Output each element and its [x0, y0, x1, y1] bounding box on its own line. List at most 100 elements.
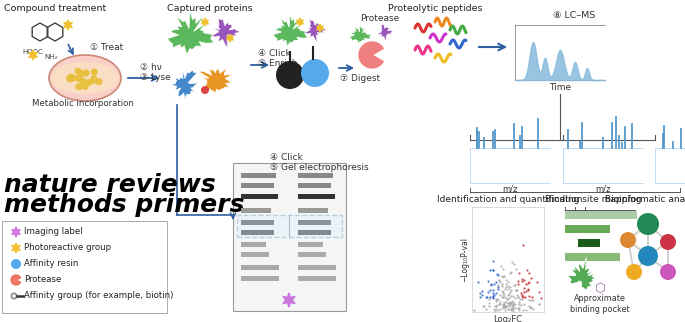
Point — [501, 296, 512, 301]
Point — [508, 282, 519, 287]
Point — [519, 285, 530, 290]
Point — [499, 303, 510, 308]
Point — [506, 305, 517, 310]
Point — [510, 295, 521, 300]
Point — [517, 243, 528, 248]
Point — [501, 281, 512, 287]
Point — [534, 301, 545, 307]
Point — [497, 304, 508, 309]
Point — [517, 294, 528, 299]
Point — [480, 294, 491, 299]
Point — [503, 295, 514, 300]
Text: ③ Lyse: ③ Lyse — [140, 72, 171, 81]
Point — [478, 303, 489, 308]
Point — [499, 273, 510, 279]
Point — [499, 286, 510, 291]
Polygon shape — [349, 24, 372, 44]
Point — [482, 279, 493, 284]
Point — [520, 281, 531, 287]
Circle shape — [92, 69, 97, 75]
Point — [506, 302, 517, 307]
Point — [476, 289, 487, 294]
Polygon shape — [227, 34, 234, 42]
Point — [507, 298, 518, 304]
Point — [506, 260, 517, 265]
Point — [524, 305, 535, 310]
Point — [501, 278, 512, 283]
Point — [502, 302, 513, 308]
Bar — [298, 173, 333, 177]
Polygon shape — [12, 227, 21, 237]
Text: HOOC: HOOC — [22, 49, 42, 55]
Bar — [298, 251, 326, 257]
Point — [494, 278, 505, 283]
Point — [505, 271, 516, 276]
Text: Imaging label: Imaging label — [24, 228, 83, 236]
Polygon shape — [283, 293, 295, 307]
Point — [508, 299, 519, 305]
Text: Log₂FC: Log₂FC — [493, 315, 523, 322]
Bar — [241, 242, 266, 247]
Point — [505, 288, 516, 293]
Point — [484, 300, 495, 305]
Text: m/z: m/z — [595, 185, 611, 194]
Text: Proteolytic peptides: Proteolytic peptides — [388, 4, 482, 13]
Point — [503, 293, 514, 298]
Circle shape — [79, 71, 84, 76]
Point — [506, 300, 516, 305]
Point — [523, 287, 534, 292]
Wedge shape — [11, 275, 21, 285]
Point — [516, 279, 527, 284]
Polygon shape — [211, 18, 240, 48]
Point — [519, 290, 530, 295]
Bar — [565, 253, 620, 261]
Ellipse shape — [51, 62, 119, 94]
Bar — [241, 220, 274, 224]
Point — [486, 282, 497, 287]
Point — [502, 306, 513, 311]
Point — [485, 294, 496, 299]
Circle shape — [638, 246, 658, 266]
Point — [474, 294, 485, 299]
Point — [503, 300, 514, 305]
Point — [493, 272, 503, 277]
Point — [516, 277, 527, 282]
Point — [523, 297, 534, 302]
Text: Affinity group (for example, biotin): Affinity group (for example, biotin) — [24, 291, 173, 300]
Point — [522, 280, 533, 285]
Point — [509, 282, 520, 287]
Circle shape — [10, 292, 18, 299]
Wedge shape — [359, 42, 384, 68]
Point — [492, 284, 503, 289]
Polygon shape — [199, 68, 234, 94]
Point — [513, 281, 524, 286]
Point — [487, 294, 498, 299]
Text: nature reviews: nature reviews — [4, 173, 216, 197]
Point — [499, 291, 510, 296]
Point — [491, 279, 502, 285]
Polygon shape — [29, 50, 37, 60]
Point — [508, 302, 519, 307]
Point — [520, 294, 531, 299]
Point — [484, 304, 495, 309]
Text: ⑤ Gel electrophoresis: ⑤ Gel electrophoresis — [270, 163, 369, 172]
Text: ⑦ Digest: ⑦ Digest — [340, 73, 380, 82]
Point — [516, 302, 527, 307]
Point — [490, 303, 501, 308]
Bar — [298, 264, 336, 270]
Circle shape — [201, 86, 209, 94]
Point — [504, 300, 515, 305]
Polygon shape — [12, 243, 21, 253]
Point — [512, 287, 523, 292]
Point — [487, 267, 498, 272]
Bar — [241, 264, 279, 270]
Point — [473, 280, 484, 285]
Circle shape — [67, 75, 73, 81]
Point — [522, 267, 533, 272]
Point — [488, 259, 499, 264]
Point — [497, 273, 508, 278]
Point — [497, 274, 508, 279]
Bar — [298, 230, 331, 234]
Point — [521, 288, 532, 293]
Point — [508, 261, 519, 266]
